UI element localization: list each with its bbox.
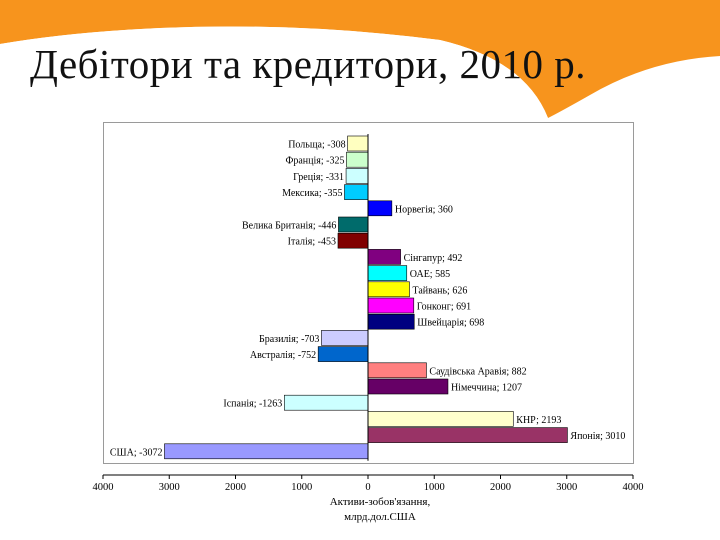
bar-label: Італія; -453: [288, 237, 336, 248]
title-decoration: [0, 0, 720, 118]
x-tick-label: 4000: [93, 482, 114, 493]
bar: [367, 249, 401, 265]
bar: [367, 378, 449, 395]
bar: [367, 427, 568, 443]
bar-label: Мексика; -355: [282, 188, 342, 199]
bar-label: США; -3072: [110, 447, 163, 458]
bar: [367, 297, 415, 314]
bar: [317, 346, 369, 362]
bar-label: Саудівська Аравія; 882: [429, 366, 526, 377]
bar: [367, 411, 514, 427]
bar-label: Тайвань; 626: [412, 285, 467, 296]
bar: [346, 151, 369, 168]
bar: [367, 265, 408, 281]
x-tick-label: 0: [365, 482, 370, 493]
bar-label: Німеччина; 1207: [451, 383, 522, 394]
x-tick-label: 4000: [623, 482, 644, 493]
orange-swoosh-shape: [0, 0, 720, 118]
bar: [367, 281, 410, 298]
bar-label: Гонконг; 691: [417, 302, 471, 313]
slide-title: Дебітори та кредитори, 2010 р.: [30, 41, 587, 87]
bar-label: Швейцарія; 698: [417, 318, 484, 329]
bars-layer: [164, 135, 568, 460]
x-tick-label: 1000: [424, 482, 445, 493]
bar: [321, 330, 369, 346]
bar-label: КНР; 2193: [516, 415, 561, 426]
bar-label: Норвегія; 360: [395, 204, 453, 215]
x-axis-label-line-2: млрд.дол.США: [344, 511, 416, 523]
bar-labels: Польща; -308 Франція; -325 Греція; -331 Мек…: [110, 140, 626, 459]
bar: [164, 443, 369, 460]
bar-label: Греція; -331: [293, 172, 344, 183]
bar-label: Франція; -325: [285, 156, 344, 167]
bar-label: ОАЕ; 585: [410, 269, 450, 280]
bar: [345, 168, 369, 184]
bar: [347, 135, 369, 152]
x-tick-label: 2000: [225, 482, 246, 493]
x-tick-label: 2000: [490, 482, 511, 493]
bar: [367, 313, 415, 330]
x-tick-label: 1000: [291, 482, 312, 493]
bar: [337, 232, 369, 249]
x-tick-label: 3000: [556, 482, 577, 493]
white-swoosh-shape: [0, 26, 548, 118]
bar: [338, 216, 369, 233]
bar-label: Велика Британія; -446: [242, 221, 336, 232]
bar-label: Бразилія; -703: [259, 334, 319, 345]
bar-label: Австралія; -752: [250, 350, 316, 361]
bar: [367, 362, 427, 379]
x-axis-label-line-1: Активи-зобов'язання,: [330, 496, 431, 508]
bar-label: Сінгапур; 492: [404, 253, 463, 264]
x-tick-label: 3000: [159, 482, 180, 493]
bar-label: Японія; 3010: [570, 431, 625, 442]
bar: [344, 184, 369, 200]
x-ticks: 4000 3000 2000 1000 0 1000 2000 3000 4000: [93, 475, 644, 493]
bar-label: Іспанія; -1263: [223, 399, 282, 410]
bar: [367, 200, 393, 217]
bar-label: Польща; -308: [288, 140, 345, 151]
bar: [284, 394, 369, 411]
